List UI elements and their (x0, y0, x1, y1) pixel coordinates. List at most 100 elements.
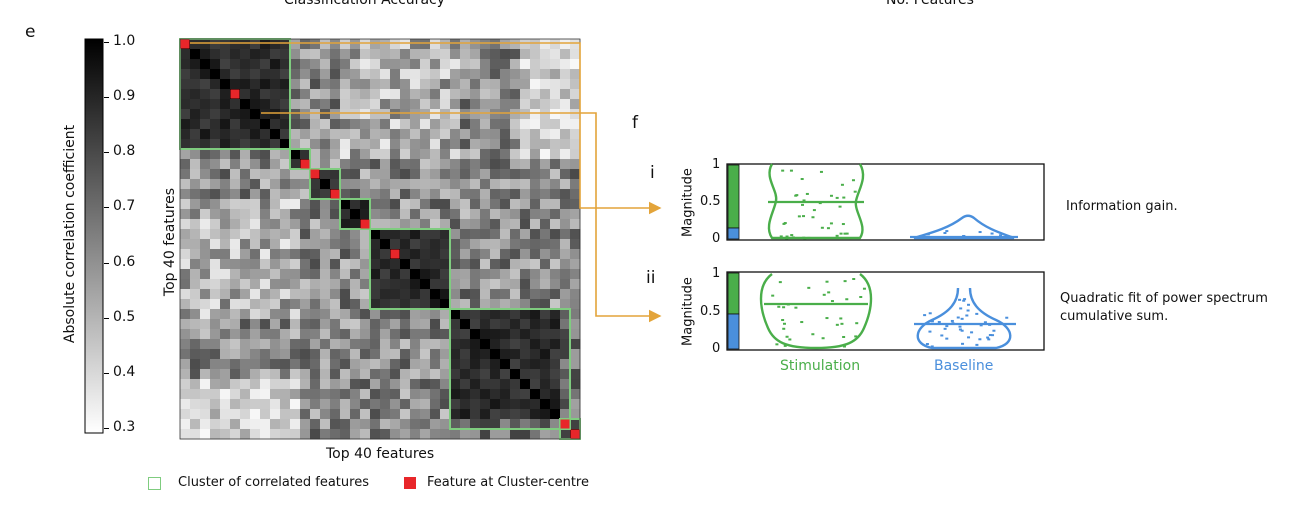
heatmap-cell (520, 409, 531, 420)
heatmap-cell (520, 199, 531, 210)
heatmap-cell (490, 349, 501, 360)
heatmap-cell (380, 249, 391, 260)
heatmap-cell (350, 379, 361, 390)
heatmap-cell (440, 139, 451, 150)
heatmap-cell (310, 339, 321, 350)
row-i-stimulation-point (782, 222, 786, 225)
heatmap-cell (510, 399, 521, 410)
row-i-stimulation-point (853, 190, 857, 193)
heatmap-cell (460, 169, 471, 180)
heatmap-cell (190, 149, 201, 160)
heatmap-cell (220, 339, 231, 350)
heatmap-cell (200, 69, 211, 80)
heatmap-cell (390, 169, 401, 180)
heatmap-cell (500, 119, 511, 130)
heatmap-cell (500, 259, 511, 270)
heatmap-cell (430, 39, 441, 50)
heatmap-cell (220, 109, 231, 120)
heatmap-cell (500, 249, 511, 260)
heatmap-cell (190, 299, 201, 310)
heatmap-cell (200, 119, 211, 130)
heatmap-cell (490, 269, 501, 280)
heatmap-cell (480, 139, 491, 150)
heatmap-cell (420, 349, 431, 360)
heatmap-cell (260, 399, 271, 410)
heatmap-cell (300, 379, 311, 390)
heatmap-cell (560, 329, 571, 340)
row-i-baseline-point (926, 233, 930, 236)
heatmap-cell (400, 319, 411, 330)
heatmap-cell (220, 199, 231, 210)
heatmap-cell (550, 419, 561, 430)
heatmap-cell (430, 379, 441, 390)
heatmap-cell (220, 149, 231, 160)
heatmap-cell (230, 359, 241, 370)
heatmap-cell (490, 309, 501, 320)
heatmap-cell (450, 119, 461, 130)
heatmap-cell (240, 109, 251, 120)
heatmap-cell (300, 309, 311, 320)
heatmap-cell (560, 139, 571, 150)
heatmap-cell (260, 99, 271, 110)
heatmap-cell (530, 169, 541, 180)
heatmap-cell (230, 219, 241, 230)
heatmap-cell (200, 289, 211, 300)
heatmap-cell (180, 209, 191, 220)
heatmap-cell (390, 339, 401, 350)
heatmap-cell (240, 139, 251, 150)
heatmap-cell (360, 189, 371, 200)
heatmap-cell (550, 339, 561, 350)
heatmap-cell (400, 229, 411, 240)
heatmap-cell (200, 389, 211, 400)
heatmap-cell (410, 379, 421, 390)
heatmap-cell (260, 149, 271, 160)
heatmap-cell (350, 209, 361, 220)
heatmap-cell (320, 179, 331, 190)
heatmap-cell (420, 279, 431, 290)
heatmap-cell (270, 209, 281, 220)
heatmap-cell (430, 89, 441, 100)
heatmap-cell (500, 79, 511, 90)
heatmap-cell (500, 309, 511, 320)
heatmap-cell (520, 99, 531, 110)
heatmap-cell (320, 49, 331, 60)
heatmap-cell (430, 149, 441, 160)
heatmap-cell (510, 159, 521, 170)
heatmap-cell (180, 309, 191, 320)
heatmap-cell (530, 249, 541, 260)
heatmap-cell (250, 59, 261, 70)
heatmap-cell (480, 339, 491, 350)
heatmap-cell (190, 89, 201, 100)
heatmap-cell (460, 49, 471, 60)
heatmap-cell (440, 129, 451, 140)
heatmap-cell (390, 329, 401, 340)
heatmap-cell (570, 349, 581, 360)
heatmap-cell (370, 39, 381, 50)
heatmap-cell (240, 289, 251, 300)
heatmap-cell (420, 379, 431, 390)
heatmap-cell (360, 389, 371, 400)
heatmap-cell (300, 69, 311, 80)
heatmap-cell (340, 339, 351, 350)
heatmap-cell (250, 419, 261, 430)
heatmap-cell (290, 329, 301, 340)
heatmap-cell (270, 319, 281, 330)
heatmap-cell (570, 369, 581, 380)
heatmap-cell (300, 199, 311, 210)
heatmap-cell (510, 269, 521, 280)
heatmap-cell (350, 249, 361, 260)
heatmap-cell (200, 149, 211, 160)
heatmap-cell (550, 219, 561, 230)
heatmap-cell (350, 79, 361, 90)
colorbar-tick-mark (104, 317, 109, 319)
heatmap-cell (400, 99, 411, 110)
heatmap-cell (560, 299, 571, 310)
heatmap-cell (260, 409, 271, 420)
heatmap-cell (550, 249, 561, 260)
heatmap-cell (490, 279, 501, 290)
heatmap-cell (300, 59, 311, 70)
row-ii-stimulation-point (842, 335, 846, 338)
heatmap-cell (330, 279, 341, 290)
heatmap-cell (290, 99, 301, 110)
heatmap-cell (370, 99, 381, 110)
